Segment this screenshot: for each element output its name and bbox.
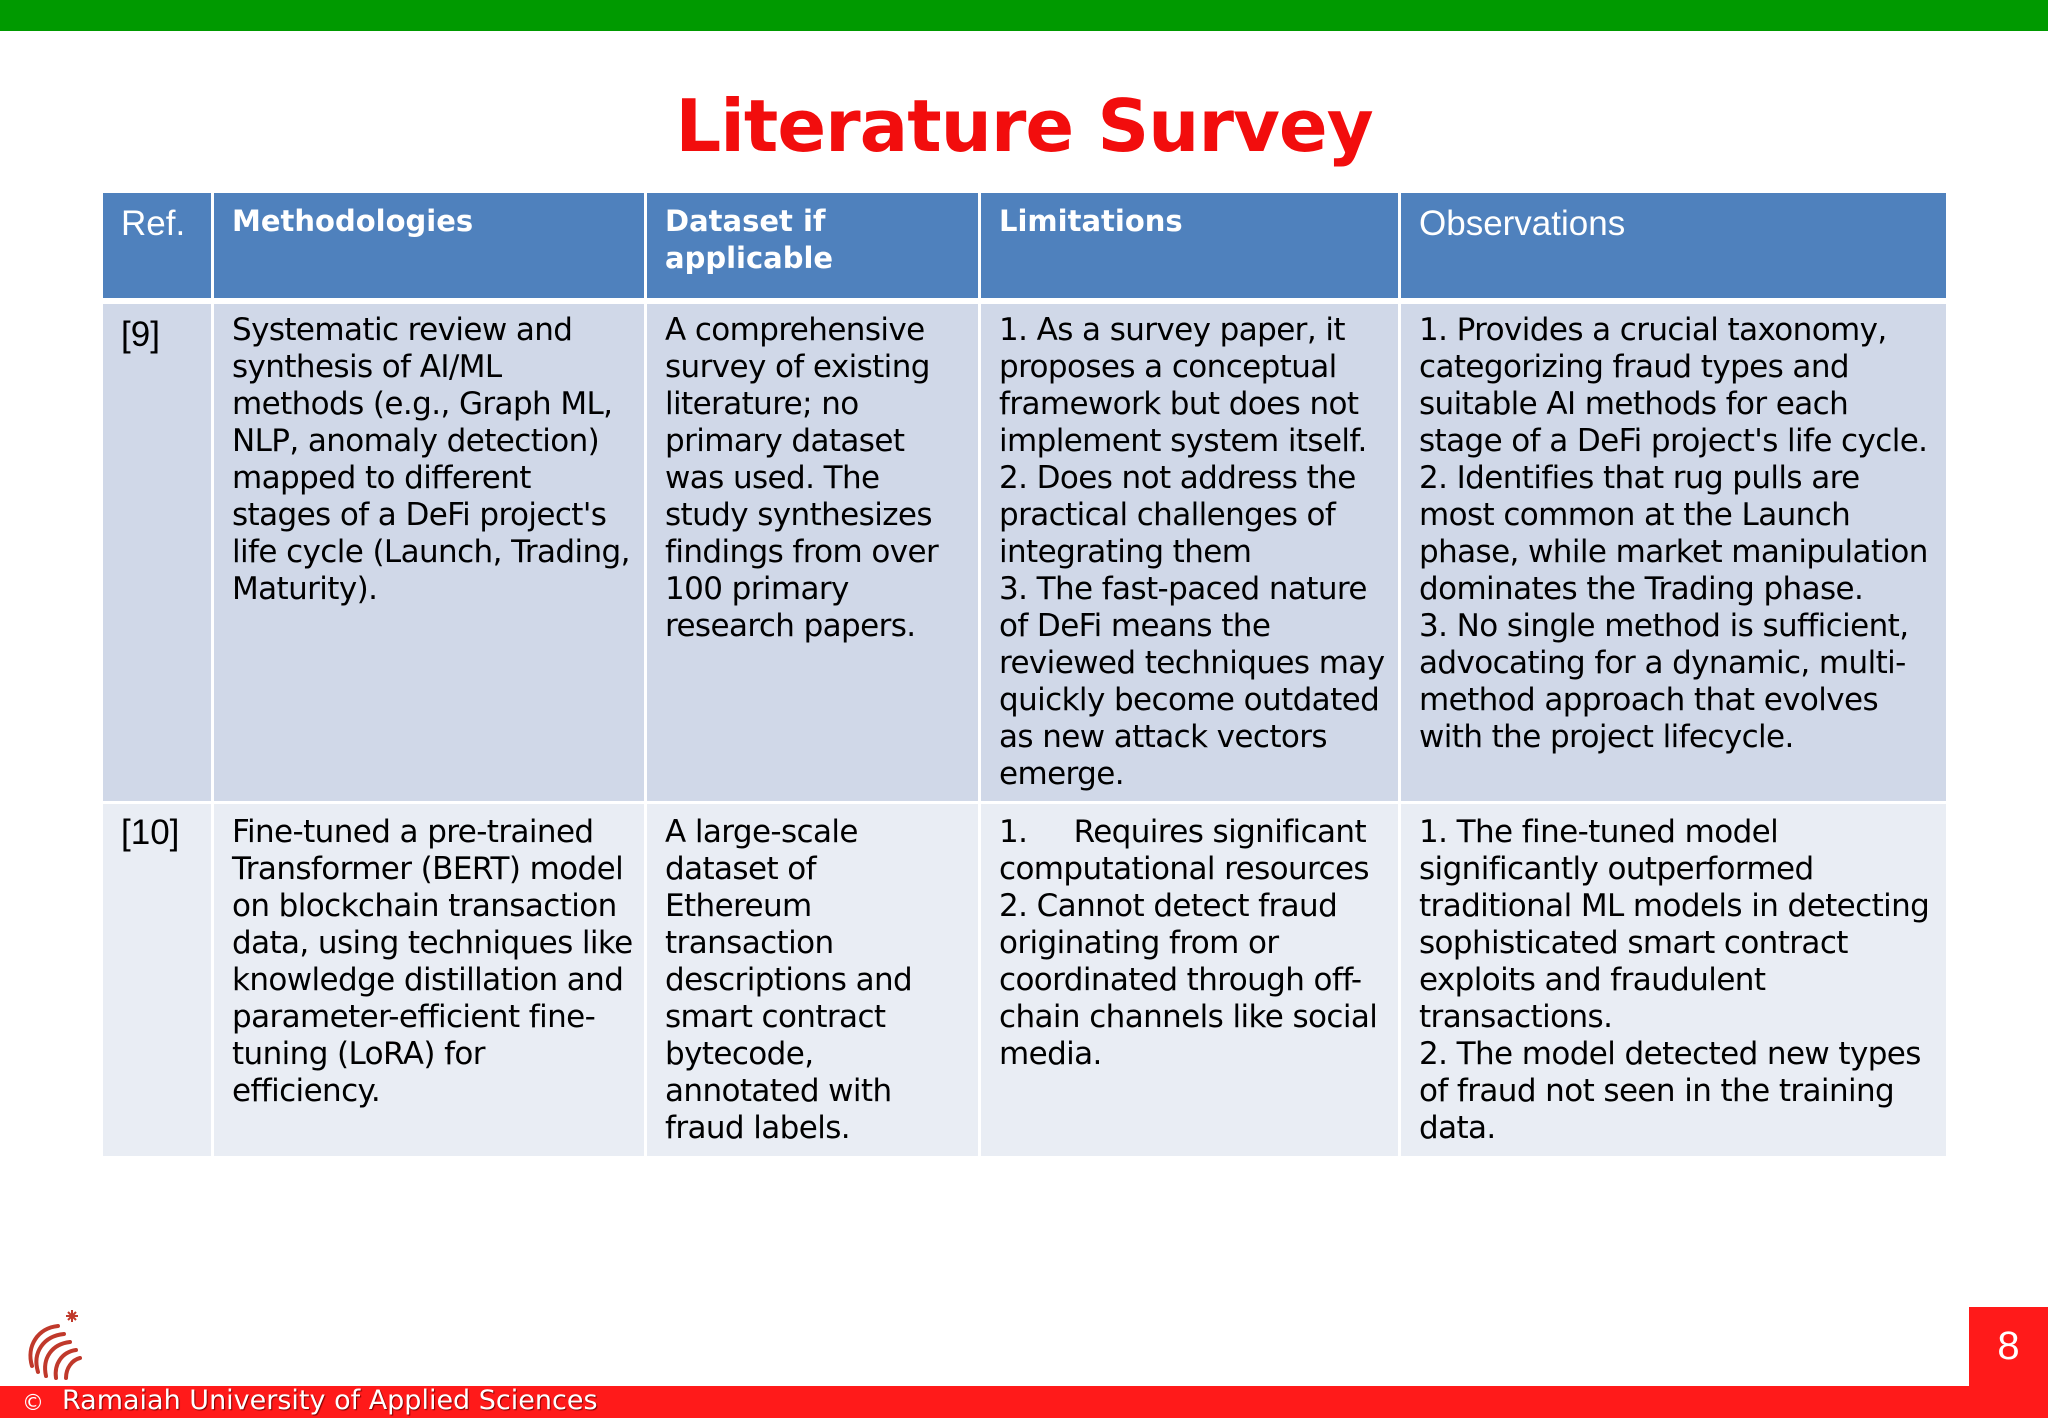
table-row: [10] Fine-tuned a pre-trained Transforme… xyxy=(103,804,1946,1156)
bottom-footer-bar xyxy=(0,1386,2048,1418)
observation-item: 2. Identifies that rug pulls are most co… xyxy=(1419,460,1938,607)
methodologies-cell: Systematic review and synthesis of AI/ML… xyxy=(214,304,647,804)
observations-cell: 1. The fine-tuned model significantly ou… xyxy=(1401,804,1946,1156)
header-methodologies: Methodologies xyxy=(214,193,647,304)
header-dataset: Dataset if applicable xyxy=(647,193,981,304)
table-header-row: Ref. Methodologies Dataset if applicable… xyxy=(103,193,1946,304)
observation-item: 1. The fine-tuned model significantly ou… xyxy=(1419,814,1939,1035)
limitation-item: 1. Requires significant computational re… xyxy=(999,814,1376,887)
observation-item: 1. Provides a crucial taxonomy, categori… xyxy=(1419,312,1928,459)
table-row: [9] Systematic review and synthesis of A… xyxy=(103,304,1946,804)
observation-item: 3. No single method is sufficient, advoc… xyxy=(1419,608,1918,755)
university-name: Ramaiah University of Applied Sciences xyxy=(62,1385,598,1416)
limitation-item: 2. Cannot detect fraud originating from … xyxy=(999,888,1387,1072)
header-ref: Ref. xyxy=(103,193,214,304)
header-limitations: Limitations xyxy=(981,193,1401,304)
methodologies-cell: Fine-tuned a pre-trained Transformer (BE… xyxy=(214,804,647,1156)
limitation-item: 3. The fast-paced nature of DeFi means t… xyxy=(999,571,1394,792)
dataset-cell: A large-scale dataset of Ethereum transa… xyxy=(647,804,981,1156)
ref-cell: [9] xyxy=(103,304,214,804)
university-logo-icon xyxy=(28,1310,82,1380)
limitations-cell: 1. Requires significant computational re… xyxy=(981,804,1401,1156)
literature-table: Ref. Methodologies Dataset if applicable… xyxy=(103,193,1946,1156)
limitation-item: 2. Does not address the practical challe… xyxy=(999,460,1365,570)
page-number: 8 xyxy=(1969,1307,2048,1386)
header-observations: Observations xyxy=(1401,193,1946,304)
slide-title: Literature Survey xyxy=(675,84,1373,168)
limitations-cell: 1. As a survey paper, it proposes a conc… xyxy=(981,304,1401,804)
copyright-mark: © xyxy=(22,1391,44,1416)
top-accent-bar xyxy=(0,0,2048,31)
observations-cell: 1. Provides a crucial taxonomy, categori… xyxy=(1401,304,1946,804)
ref-cell: [10] xyxy=(103,804,214,1156)
limitation-item: 1. As a survey paper, it proposes a conc… xyxy=(999,312,1368,459)
dataset-cell: A comprehensive survey of existing liter… xyxy=(647,304,981,804)
observation-item: 2. The model detected new types of fraud… xyxy=(1419,1036,1931,1146)
